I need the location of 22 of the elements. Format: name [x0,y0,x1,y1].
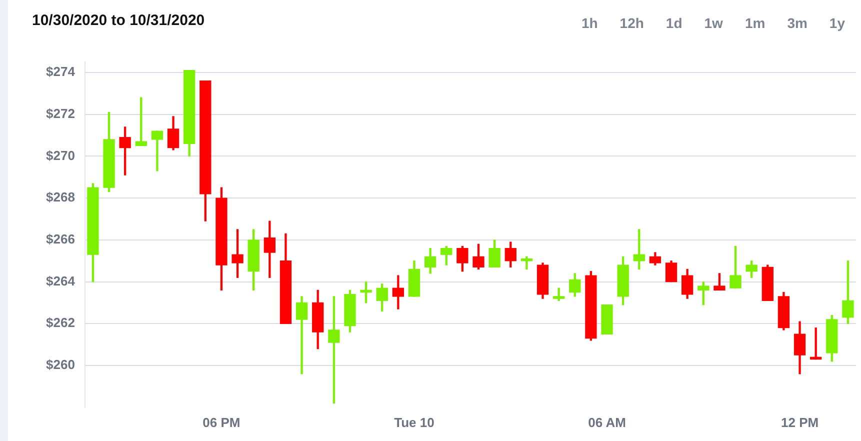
text: 1d [664,14,684,33]
y-tick-label: $262 [46,315,75,330]
text: 1m [744,14,766,33]
x-tick-label: 06 AM [588,414,626,430]
text: 1h [580,14,599,33]
chart-title: 10/30/2020 to 10/31/2020 [32,12,205,29]
text: 1w [703,14,724,33]
text: 1y [828,14,846,33]
y-tick-label: $270 [46,148,75,163]
y-tick-label: $266 [46,232,75,247]
x-tick-label: 06 PM [202,414,240,430]
y-tick-label: $264 [46,273,76,288]
text: 12h [618,14,645,33]
text: 3m [786,14,808,33]
candlestick [296,296,308,374]
x-tick-label: 12 PM [780,414,819,430]
y-tick-label: $272 [46,106,75,121]
x-tick-label: Tue 10 [394,414,434,430]
candlestick [520,256,533,270]
y-tick-label: $260 [46,357,75,372]
y-tick-label: $274 [46,64,76,80]
y-tick-label: $268 [46,190,75,205]
